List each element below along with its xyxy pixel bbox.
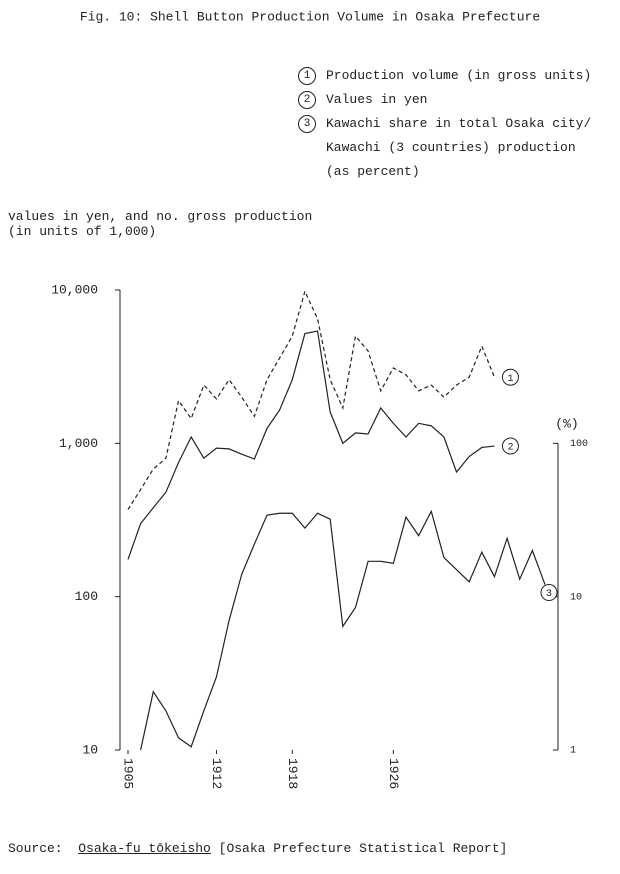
y-tick-label: 100: [75, 589, 98, 604]
chart-title: Fig. 10: Shell Button Production Volume …: [80, 9, 540, 24]
legend-number: 2: [298, 91, 316, 109]
y-tick-label: 1,000: [59, 436, 98, 451]
legend-item: 3 Kawachi share in total Osaka city/ Kawa…: [298, 112, 618, 184]
y-tick-label: 10,000: [51, 282, 98, 297]
y-tick-label: 10: [82, 742, 98, 757]
series-line: [140, 509, 546, 751]
y-axis-label-line: (in units of 1,000): [8, 224, 157, 239]
y2-tick-label: 10: [570, 592, 582, 603]
source-title: Osaka-fu tōkeisho: [78, 841, 211, 856]
legend-item: 2 Values in yen: [298, 88, 618, 112]
series-end-marker: [501, 437, 519, 455]
source-label: Source:: [8, 841, 63, 856]
y2-tick-label: 1: [570, 746, 576, 757]
legend-label: Production volume (in gross units): [326, 68, 592, 83]
source-rest: [Osaka Prefecture Statistical Report]: [218, 841, 508, 856]
y2-axis-label: (%): [555, 416, 578, 431]
x-tick-label: 1926: [386, 758, 401, 789]
y2-tick-label: 100: [570, 439, 588, 450]
series-line: [127, 330, 495, 560]
y-axis-label-line: values in yen, and no. gross production: [8, 209, 313, 224]
x-tick-label: 1905: [121, 758, 136, 789]
x-tick-label: 1912: [209, 758, 224, 789]
legend-number: 1: [298, 67, 316, 85]
series-end-marker: [501, 368, 519, 386]
y-axis-label: values in yen, and no. gross production …: [8, 209, 312, 239]
series-end-marker: [540, 584, 558, 602]
legend-item: 1 Production volume (in gross units): [298, 64, 618, 88]
x-tick-label: 1918: [285, 758, 300, 789]
series-end-label: 2: [507, 443, 513, 454]
series-end-label: 1: [507, 374, 513, 385]
legend: 1 Production volume (in gross units) 2 Valu…: [298, 64, 618, 184]
series-line: [127, 289, 496, 510]
source: Source: Osaka-fu tōkeisho [Osaka Prefect…: [8, 841, 507, 856]
series-end-label: 3: [546, 589, 552, 600]
legend-label: Kawachi share in total Osaka city/ Kawac…: [326, 116, 592, 179]
legend-number: 3: [298, 115, 316, 133]
legend-label: Values in yen: [326, 92, 428, 107]
